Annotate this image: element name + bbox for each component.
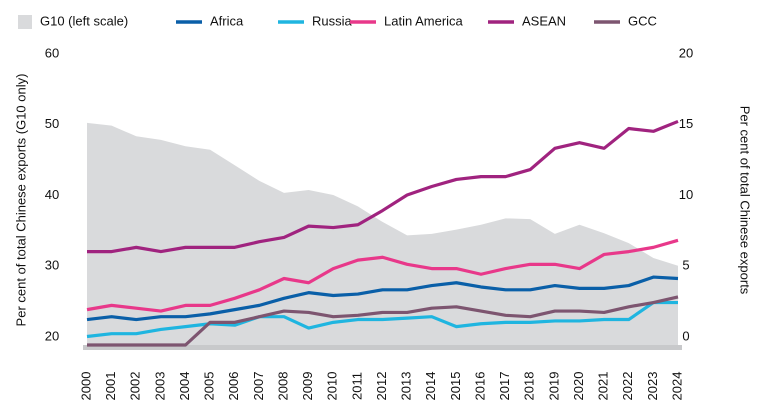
x-tick-label: 2021 <box>596 372 611 401</box>
x-tick-label: 2014 <box>423 372 438 401</box>
y2-tick-label: 15 <box>679 116 693 131</box>
legend-label: Africa <box>210 13 244 28</box>
line <box>86 300 678 339</box>
legend-swatch <box>18 15 32 29</box>
x-tick-label: 2019 <box>546 372 561 401</box>
y-tick-label: 40 <box>45 187 59 202</box>
y2-tick-label: 5 <box>682 258 689 273</box>
x-tick-label: 2012 <box>374 372 389 401</box>
x-tick-label: 2022 <box>620 372 635 401</box>
x-tick-label: 2020 <box>571 372 586 401</box>
legend-label: Russia <box>312 13 353 28</box>
legend-label: Latin America <box>384 13 464 28</box>
y2-axis-label: Per cent of total Chinese exports <box>738 106 753 295</box>
line <box>87 119 679 254</box>
x-tick-label: 2005 <box>202 372 217 401</box>
x-tick-label: 2002 <box>128 372 143 401</box>
x-tick-label: 2015 <box>448 372 463 401</box>
x-tick-label: 2024 <box>669 372 684 401</box>
legend-label: GCC <box>628 13 657 28</box>
line <box>86 238 679 313</box>
legend-label: G10 (left scale) <box>40 13 128 28</box>
y2-tick-label: 0 <box>682 328 689 343</box>
x-tick-label: 2000 <box>78 372 93 401</box>
x-tick-label: 2018 <box>522 372 537 401</box>
y2-tick-label: 10 <box>679 187 693 202</box>
x-tick-label: 2010 <box>325 372 340 401</box>
y-tick-label: 60 <box>45 45 59 60</box>
baseline-band <box>83 345 682 350</box>
x-tick-label: 2013 <box>399 372 414 401</box>
x-tick-label: 2007 <box>251 372 266 401</box>
x-tick-label: 2017 <box>497 372 512 401</box>
x-tick-label: 2023 <box>645 372 660 401</box>
x-tick-label: 2006 <box>226 372 241 401</box>
x-tick-label: 2001 <box>103 372 118 401</box>
y-axis-label: Per cent of total Chinese exports (G10 o… <box>13 74 28 327</box>
x-tick-label: 2008 <box>275 372 290 401</box>
y2-tick-label: 20 <box>679 45 693 60</box>
x-tick-label: 2003 <box>152 372 167 401</box>
legend-label: ASEAN <box>522 13 566 28</box>
line <box>86 275 679 322</box>
y-tick-label: 30 <box>45 258 59 273</box>
x-tick-label: 2011 <box>349 372 364 400</box>
y-tick-label: 20 <box>45 328 59 343</box>
y-tick-label: 50 <box>45 116 59 131</box>
x-tick-label: 2009 <box>300 372 315 401</box>
x-tick-label: 2016 <box>472 372 487 401</box>
line <box>87 295 679 347</box>
x-tick-label: 2004 <box>177 372 192 401</box>
